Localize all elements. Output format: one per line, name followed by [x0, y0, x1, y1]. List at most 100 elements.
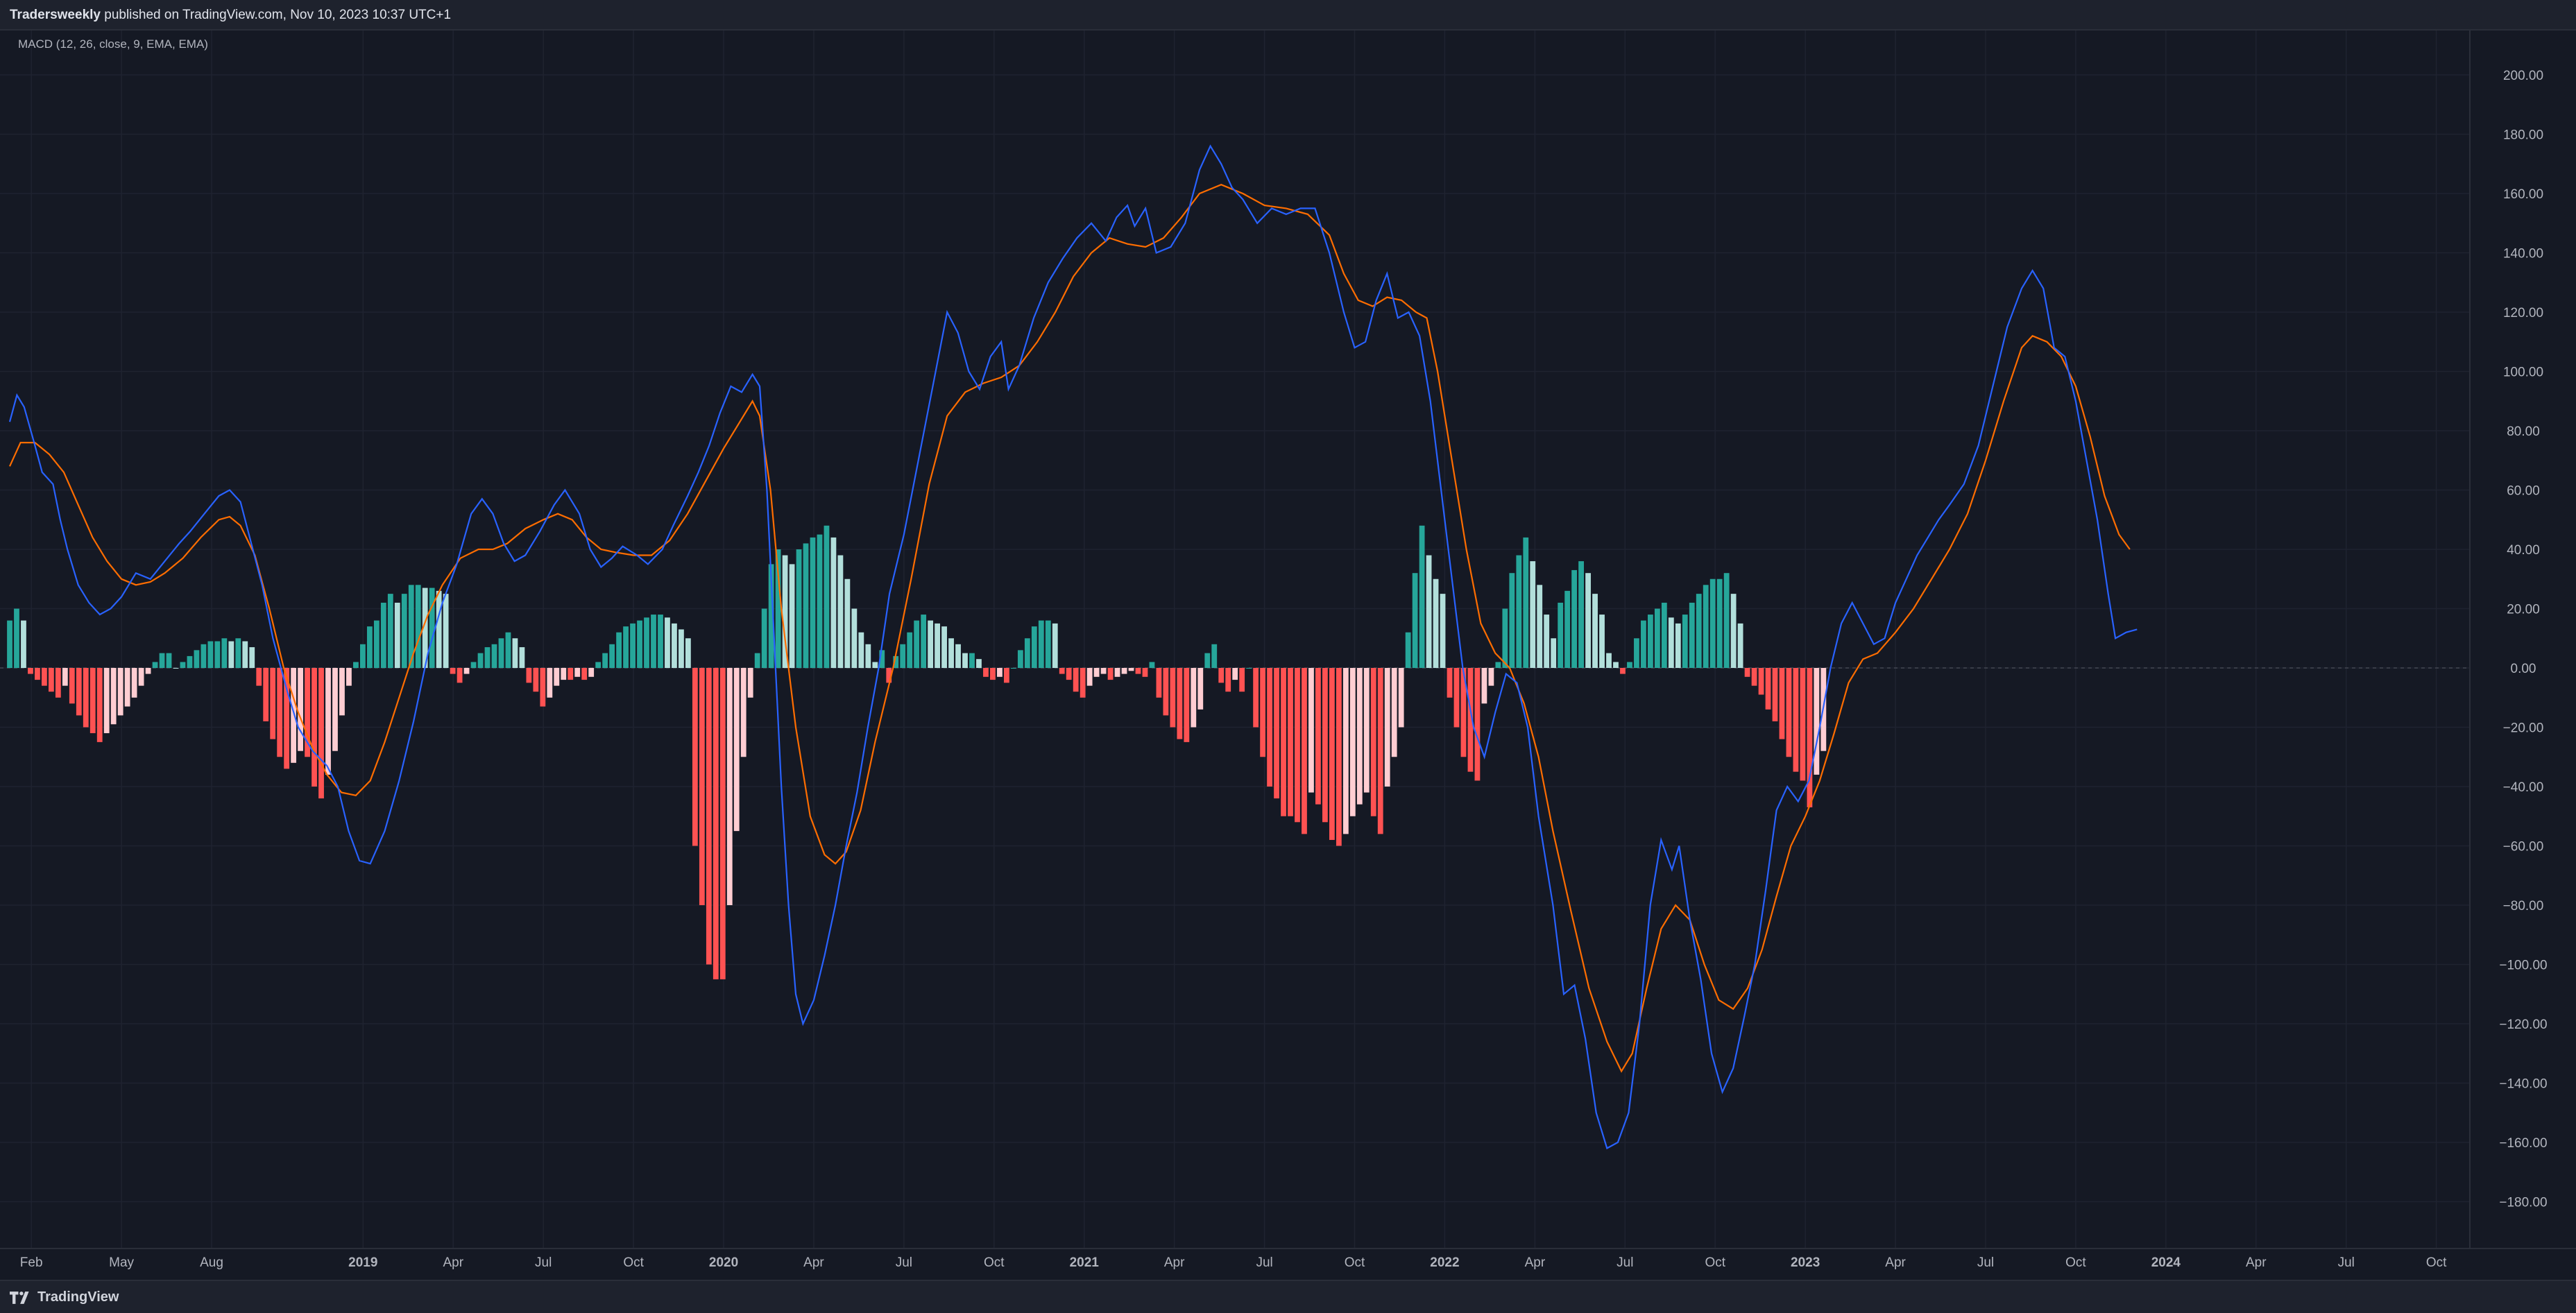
histogram-bar [152, 662, 158, 668]
histogram-bar [616, 632, 622, 668]
histogram-bar [1641, 620, 1646, 668]
histogram-bar [782, 555, 788, 668]
tradingview-brand[interactable]: TradingView [10, 1289, 119, 1305]
histogram-bar [512, 638, 518, 668]
histogram-bar [1384, 668, 1390, 787]
histogram-bar [719, 668, 726, 979]
publish-header: Tradersweekly published on TradingView.c… [0, 0, 2576, 31]
histogram-bar [1634, 638, 1639, 668]
x-tick-label: 2021 [1070, 1255, 1100, 1270]
histogram-bar [692, 668, 698, 846]
time-axis[interactable]: Feb May Aug 2019 Apr Jul Oct 2020 Apr Jul Oct 2021 A… [20, 1255, 2447, 1270]
histogram-bar [1024, 638, 1030, 668]
histogram-bar [1004, 668, 1009, 683]
histogram-bar [533, 668, 539, 692]
histogram-bar [997, 668, 1003, 677]
price-axis[interactable]: 200.00 180.00 160.00 140.00 120.00 100.00 80.0… [2499, 69, 2547, 1210]
histogram-bar [844, 578, 851, 668]
histogram-bar [893, 655, 899, 668]
y-tick-label: −20.00 [2503, 721, 2544, 736]
histogram-bar [1758, 668, 1764, 695]
y-tick-label: 140.00 [2503, 247, 2543, 261]
histogram-bar [312, 668, 317, 787]
y-tick-label: −60.00 [2503, 840, 2544, 855]
macd-chart[interactable]: 200.00 180.00 160.00 140.00 120.00 100.00 80.0… [0, 31, 2576, 1280]
histogram-bar [1530, 561, 1536, 668]
histogram-bar [1523, 537, 1529, 668]
histogram-bar [1274, 668, 1279, 799]
histogram-bar [948, 638, 954, 668]
histogram-bar [1737, 623, 1743, 668]
histogram-bar [1349, 668, 1356, 816]
histogram-bar [658, 615, 663, 668]
histogram-bar [89, 668, 96, 734]
histogram-bar [1544, 615, 1550, 668]
histogram-bar [1744, 668, 1750, 677]
brand-name: TradingView [37, 1289, 119, 1305]
histogram-bar [1564, 590, 1571, 668]
histogram-bar [1488, 668, 1494, 686]
histogram-bar [491, 644, 497, 668]
histogram-bar [637, 620, 642, 668]
histogram-bar [166, 653, 172, 668]
x-tick-label: Apr [1164, 1255, 1185, 1270]
histogram-bar [1592, 594, 1598, 668]
histogram-bar [96, 668, 103, 742]
histogram-bar [353, 662, 359, 668]
x-tick-label: Oct [623, 1255, 644, 1270]
y-tick-label: −180.00 [2499, 1196, 2547, 1210]
histogram-bar [1481, 668, 1487, 704]
histogram-bar [1682, 615, 1688, 668]
histogram-bar [1723, 573, 1730, 668]
x-tick-label: Jul [1977, 1255, 1994, 1270]
histogram-bar [1696, 594, 1702, 668]
histogram-bar [651, 615, 656, 668]
histogram-bar [609, 644, 615, 668]
histogram-bar [1460, 668, 1467, 757]
author-name[interactable]: Tradersweekly [10, 8, 101, 22]
histogram-bar [581, 668, 588, 680]
histogram-bar [1599, 615, 1605, 668]
histogram-bar [1578, 561, 1584, 668]
x-tick-label: Jul [2338, 1255, 2355, 1270]
x-tick-label: Feb [20, 1255, 43, 1270]
x-tick-label: 2023 [1791, 1255, 1820, 1270]
histogram-bar [679, 629, 684, 668]
histogram-bar [713, 668, 719, 979]
histogram-bar [747, 668, 753, 698]
x-tick-label: 2022 [1430, 1255, 1459, 1270]
histogram-bar [865, 644, 871, 668]
histogram-bar [1260, 668, 1265, 757]
indicator-legend[interactable]: MACD (12, 26, close, 9, EMA, EMA) [18, 37, 208, 51]
histogram-bar [484, 647, 491, 668]
histogram-bar [1204, 653, 1211, 668]
histogram-bar [436, 590, 442, 668]
histogram-bar [1142, 668, 1148, 677]
histogram-bar [214, 641, 221, 668]
histogram-bar [450, 668, 456, 674]
histogram-bar [837, 555, 844, 668]
histogram-bar [1239, 668, 1245, 692]
histogram-bar [830, 537, 837, 668]
histogram-bar [1370, 668, 1376, 816]
histogram-bar [35, 668, 40, 680]
histogram-bar [1086, 668, 1093, 686]
histogram-bar [1426, 555, 1432, 668]
x-tick-label: Oct [1705, 1255, 1725, 1270]
x-tick-label: Jul [535, 1255, 552, 1270]
histogram-bar [810, 537, 816, 668]
histogram-bar [1329, 668, 1335, 840]
histogram-bar [1100, 668, 1107, 674]
histogram-bar [138, 668, 144, 686]
histogram-bar [733, 668, 740, 832]
histogram-bar [14, 608, 19, 668]
histogram-bar [180, 662, 186, 668]
histogram-bar [1509, 573, 1515, 668]
histogram-bar [117, 668, 123, 716]
tradingview-logo-icon [10, 1291, 29, 1304]
x-tick-label: Oct [1345, 1255, 1365, 1270]
histogram-bar [990, 668, 996, 680]
histogram-bar [1814, 668, 1820, 775]
histogram-bar [568, 668, 574, 680]
histogram-bar [858, 632, 864, 668]
